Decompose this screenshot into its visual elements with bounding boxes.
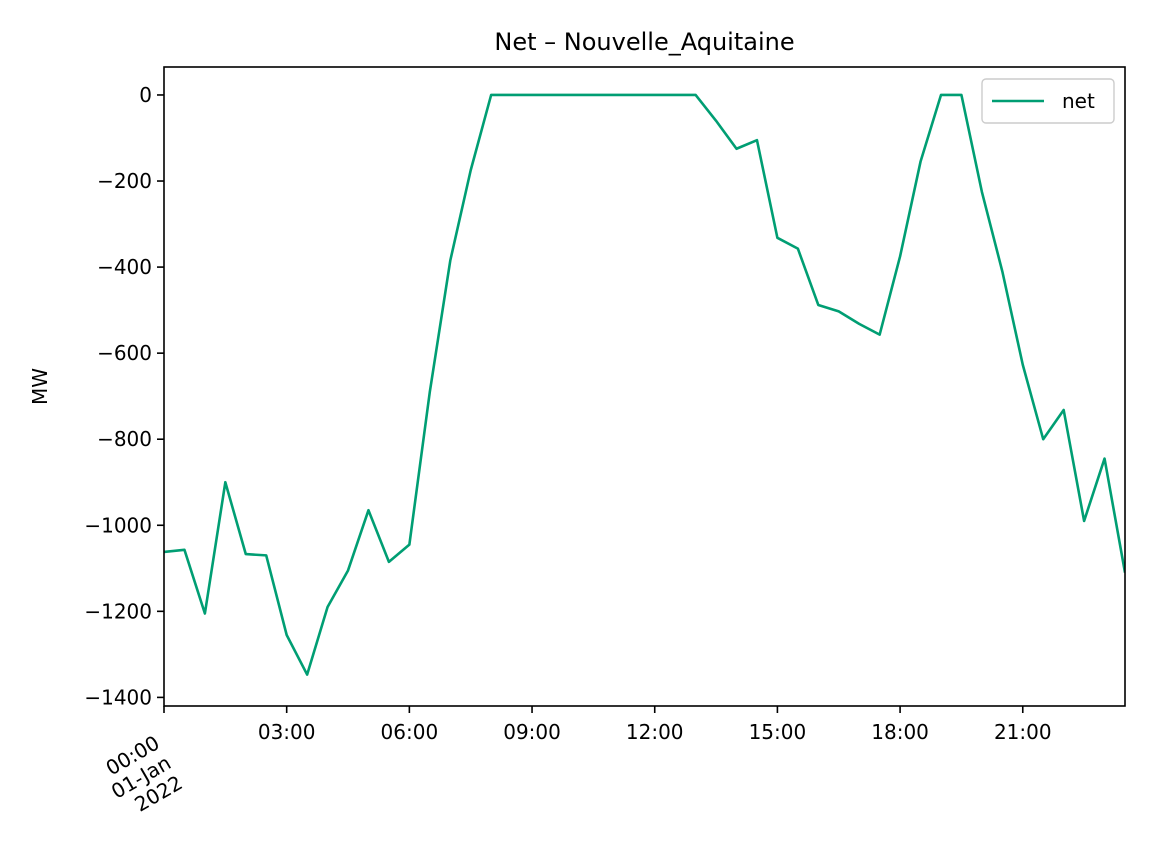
legend-label: net (1062, 89, 1095, 113)
y-tick-label: −1200 (84, 599, 152, 623)
x-tick-label: 00:0001-Jan2022 (96, 731, 187, 824)
x-tick-label: 06:00 (381, 720, 439, 744)
y-tick-label: −800 (97, 427, 152, 451)
x-tick-label: 21:00 (994, 720, 1052, 744)
y-tick-label: −1400 (84, 685, 152, 709)
y-tick-label: −1000 (84, 513, 152, 537)
y-tick-label: −200 (97, 169, 152, 193)
y-tick-label: −400 (97, 255, 152, 279)
legend: net (981, 78, 1115, 124)
x-tick-label: 09:00 (503, 720, 561, 744)
y-tick-label: 0 (139, 83, 152, 107)
series-line-net (164, 93, 1125, 676)
x-tick-label: 03:00 (258, 720, 316, 744)
x-tick-label: 18:00 (871, 720, 929, 744)
legend-box (981, 78, 1115, 124)
x-tick-label: 15:00 (749, 720, 807, 744)
x-axis-ticks: 00:0001-Jan2022 03:00 06:00 09:00 12:00 15:00… (96, 706, 1052, 824)
y-axis-label: MW (28, 368, 52, 405)
x-tick-label: 12:00 (626, 720, 684, 744)
y-tick-label: −600 (97, 341, 152, 365)
chart-title: Net – Nouvelle_Aquitaine (494, 28, 794, 56)
y-axis-ticks: 0 −200 −400 −600 −800 −1000 −1200 −1400 (84, 83, 164, 709)
plot-area (163, 66, 1126, 707)
plot-frame (163, 66, 1126, 707)
